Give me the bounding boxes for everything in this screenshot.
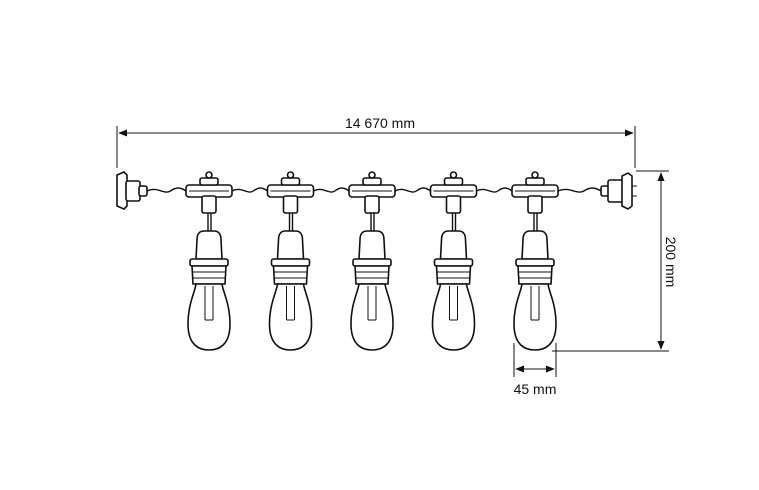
cable-segment — [394, 187, 431, 193]
height-dimension: 200 mm — [552, 170, 679, 352]
cable-segment — [313, 187, 350, 193]
hanging-loop — [286, 171, 295, 179]
glass-bulb — [431, 283, 476, 351]
socket-cap — [276, 230, 305, 260]
cable-segment — [557, 187, 602, 193]
socket-ring — [515, 258, 555, 267]
socket-cap — [439, 230, 468, 260]
right-plug-flange — [621, 172, 633, 210]
cable — [146, 187, 602, 193]
socket-base — [435, 265, 472, 285]
socket-cap — [358, 230, 386, 260]
socket-base — [517, 265, 553, 285]
socket-base — [191, 265, 227, 285]
connector-top — [443, 177, 464, 186]
right-plug-body — [607, 179, 624, 203]
left-plug-body — [125, 180, 141, 202]
hanging-loop — [205, 171, 213, 179]
left-plug-strain-relief — [138, 185, 148, 197]
bulb-5 — [511, 171, 559, 351]
socket-ring — [352, 258, 392, 267]
connector-drop — [527, 195, 543, 214]
filament-support — [286, 286, 295, 320]
connector-drop — [364, 195, 380, 214]
socket-ring — [433, 258, 474, 267]
length-label: 14 670 mm — [345, 115, 415, 131]
socket-ring — [189, 258, 229, 267]
filament-support — [204, 286, 214, 320]
bulb-width-dimension: 45 mm — [513, 343, 557, 397]
left-plug-flange — [116, 171, 128, 210]
cable-segment — [146, 187, 187, 193]
filament-support — [449, 286, 458, 320]
connector-top — [199, 177, 219, 186]
filament-support — [367, 286, 377, 320]
bulb-3 — [348, 171, 396, 351]
socket-cap — [195, 230, 223, 260]
connector-drop — [282, 195, 299, 214]
cable-segment — [476, 187, 513, 193]
cable-segment — [231, 187, 268, 193]
left-plug — [116, 171, 148, 210]
socket-base — [354, 265, 390, 285]
connector-drop — [445, 195, 462, 214]
bulb-2 — [266, 171, 315, 351]
glass-bulb — [350, 283, 394, 351]
socket-base — [272, 265, 309, 285]
connector-top — [525, 177, 545, 186]
bulb-width-label: 45 mm — [514, 381, 557, 397]
hanging-loop — [449, 171, 458, 179]
connector-drop — [201, 195, 217, 214]
bulb-1 — [185, 171, 233, 351]
hanging-loop — [368, 171, 376, 179]
connector-top — [280, 177, 301, 186]
connector-top — [362, 177, 382, 186]
socket-ring — [270, 258, 311, 267]
glass-bulb — [268, 283, 313, 351]
filament-support — [530, 286, 540, 320]
glass-bulb — [187, 283, 231, 351]
right-plug — [600, 172, 637, 210]
bulbs — [185, 171, 559, 351]
hanging-loop — [531, 171, 539, 179]
height-label: 200 mm — [663, 237, 679, 288]
bulb-4 — [429, 171, 478, 351]
socket-cap — [521, 230, 549, 260]
length-dimension: 14 670 mm — [116, 115, 636, 168]
glass-bulb — [513, 283, 557, 351]
